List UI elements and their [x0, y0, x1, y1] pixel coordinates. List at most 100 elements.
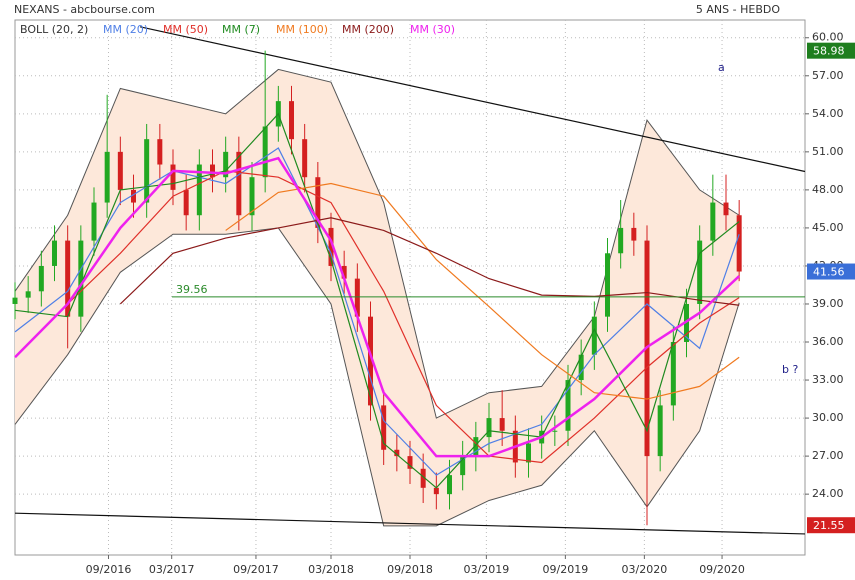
y-tick-label: 45.00 — [812, 221, 844, 234]
candle-body — [65, 240, 71, 317]
candle-body — [697, 240, 703, 304]
legend-entry: MM (7) — [222, 23, 260, 36]
candle-body — [196, 164, 202, 216]
candle-body — [578, 354, 584, 381]
candle-body — [25, 291, 31, 298]
candle-body — [394, 449, 400, 457]
candle-body — [131, 189, 136, 203]
candle-body — [328, 227, 334, 266]
candle-body — [236, 151, 242, 216]
x-tick-label: 09/2017 — [233, 563, 279, 576]
candle-body — [368, 316, 373, 406]
candle-body — [591, 316, 597, 355]
candle-body — [473, 437, 479, 457]
candle-body — [381, 405, 387, 450]
y-tick-label: 60.00 — [812, 31, 844, 44]
price-marker — [807, 42, 855, 59]
price-marker-label: 41.56 — [813, 266, 845, 279]
candle-body — [210, 164, 215, 178]
candle-body — [420, 468, 426, 488]
x-tick-label: 03/2018 — [308, 563, 354, 576]
y-tick-label: 57.00 — [812, 69, 844, 82]
chart-title: NEXANS - abcbourse.com — [14, 3, 155, 16]
y-tick-label: 27.00 — [812, 449, 844, 462]
candle-body — [183, 189, 189, 216]
bollinger-fill — [15, 69, 740, 526]
y-tick-label: 24.00 — [812, 487, 844, 500]
candle-body — [526, 443, 531, 463]
y-tick-label: 33.00 — [812, 373, 844, 386]
bollinger-upper — [14, 68, 740, 419]
candle-body — [144, 139, 150, 203]
candle-body — [341, 265, 347, 279]
x-tick-label: 09/2018 — [387, 563, 433, 576]
y-tick-label: 48.00 — [812, 183, 844, 196]
candle-body — [104, 151, 110, 203]
candle-body — [447, 475, 452, 495]
x-tick-label: 03/2019 — [464, 563, 510, 576]
candle-body — [433, 487, 439, 495]
price-marker-label: 21.55 — [813, 519, 845, 532]
ma-line — [14, 147, 740, 476]
candle-body — [38, 265, 44, 292]
candle-body — [91, 202, 97, 241]
y-tick-label: 54.00 — [812, 107, 844, 120]
candle-body — [302, 139, 308, 178]
y-tick-label: 39.00 — [812, 297, 844, 310]
candle-body — [157, 139, 163, 165]
candle-body — [289, 101, 294, 140]
candle-body — [486, 418, 492, 438]
candle-body — [670, 342, 676, 406]
annotation: b ? — [782, 363, 798, 376]
candle-body — [657, 405, 663, 457]
ma-line — [67, 170, 740, 464]
candle-body — [499, 418, 505, 431]
candle-body — [552, 430, 558, 432]
candle-body — [710, 202, 716, 241]
x-tick-label: 09/2020 — [699, 563, 745, 576]
ma-line — [225, 182, 740, 400]
chart-subtitle: 5 ANS - HEBDO — [696, 3, 780, 16]
candle-body — [117, 151, 123, 190]
y-tick-label: 51.00 — [812, 145, 844, 158]
legend-entry: MM (100) — [276, 23, 328, 36]
candle-body — [736, 215, 742, 272]
legend-entry: MM (50) — [163, 23, 208, 36]
trendline — [14, 512, 806, 535]
y-tick-label: 30.00 — [812, 411, 844, 424]
x-tick-label: 09/2016 — [86, 563, 132, 576]
x-tick-label: 09/2019 — [543, 563, 589, 576]
x-tick-label: 03/2017 — [149, 563, 195, 576]
bollinger-lower — [14, 227, 740, 527]
trendline — [139, 26, 806, 173]
candle-body — [12, 297, 18, 304]
candle-body — [78, 240, 84, 317]
candle-body — [52, 240, 57, 266]
candle-body — [170, 164, 176, 190]
candle-body — [249, 177, 255, 216]
candle-body — [407, 456, 413, 469]
y-tick-label: 36.00 — [812, 335, 844, 348]
legend-entry: MM (30) — [410, 23, 455, 36]
candle-body — [618, 227, 624, 254]
legend-entry: MM (200) — [342, 23, 394, 36]
level-label: 39.56 — [176, 283, 208, 296]
candle-body — [223, 151, 229, 178]
annotation: a — [718, 61, 725, 74]
price-marker-label: 58.98 — [813, 45, 845, 58]
x-tick-label: 03/2020 — [622, 563, 668, 576]
candle-body — [354, 278, 360, 317]
ma-line — [14, 156, 741, 458]
price-marker — [807, 263, 855, 280]
candle-body — [684, 303, 689, 343]
price-marker — [807, 517, 855, 534]
candle-body — [315, 177, 321, 228]
legend-entry: BOLL (20, 2) — [20, 23, 88, 36]
candle-body — [262, 126, 268, 178]
candle-body — [460, 456, 466, 476]
candle-body — [565, 380, 571, 431]
candle-body — [723, 202, 729, 216]
candle-body — [631, 227, 637, 241]
ma-line — [119, 217, 740, 306]
